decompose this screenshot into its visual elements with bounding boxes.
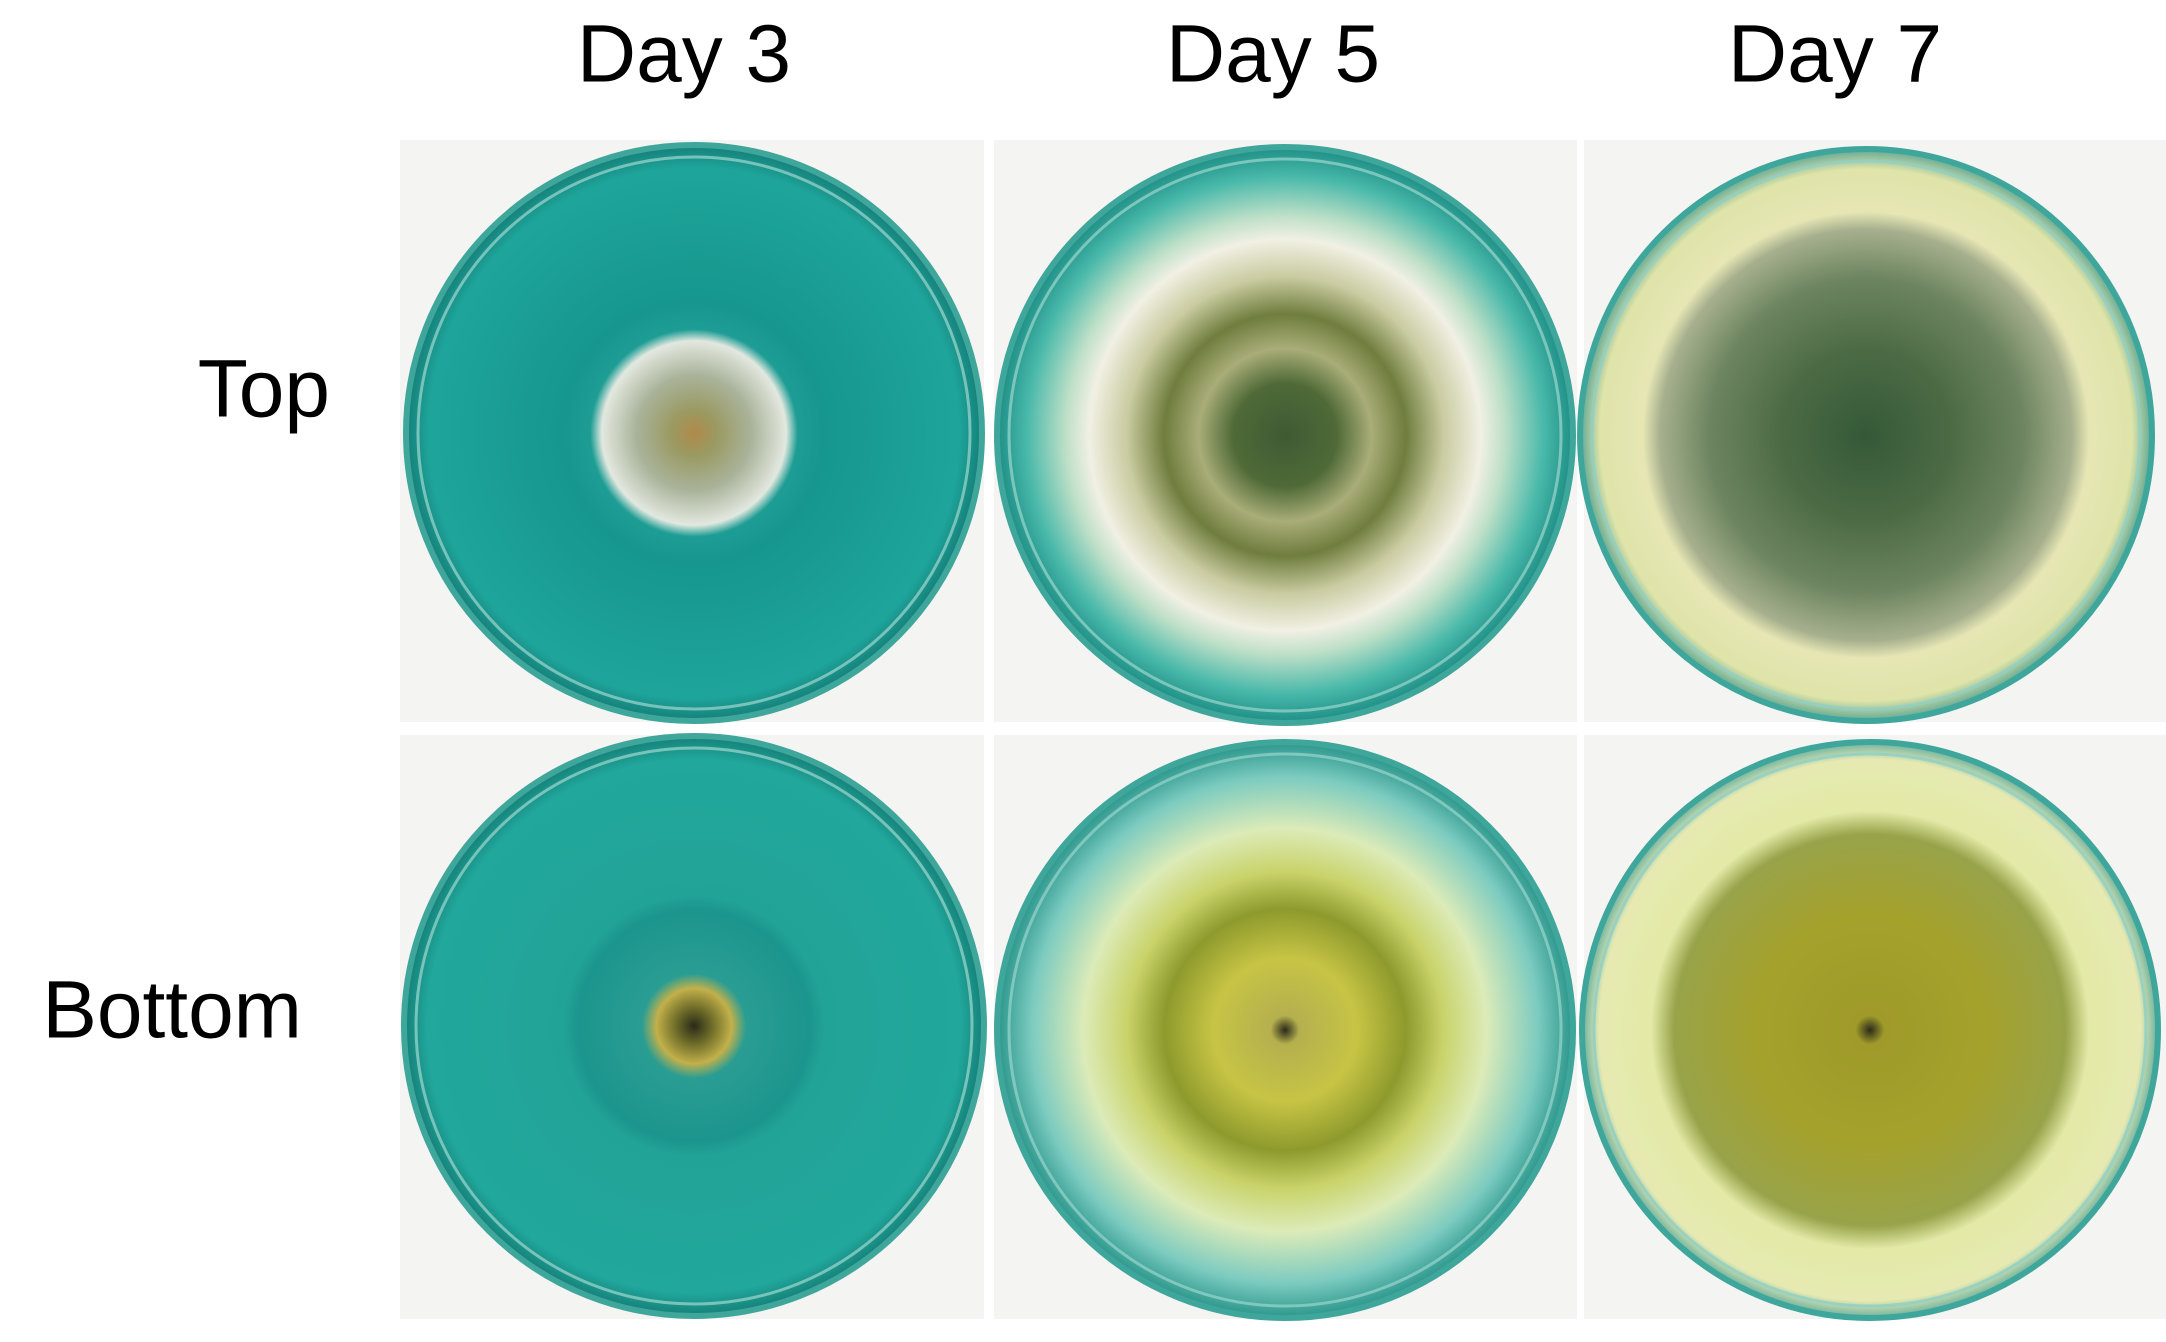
- dish: [994, 739, 1576, 1321]
- column-header: Day 7: [1728, 9, 1942, 100]
- rim: [416, 155, 972, 711]
- dish: [994, 144, 1576, 726]
- dish: [401, 733, 987, 1319]
- rim: [414, 746, 974, 1306]
- column-header: Day 5: [1166, 9, 1380, 100]
- column-header: Day 3: [577, 9, 791, 100]
- rim: [1007, 752, 1563, 1308]
- petri-dishes: [401, 142, 2161, 1321]
- dish: [403, 142, 985, 724]
- rim: [1007, 157, 1563, 713]
- dish-rims: [414, 155, 2148, 1308]
- dish: [1579, 739, 2161, 1321]
- rim: [1592, 752, 2148, 1308]
- rim: [1590, 159, 2142, 711]
- row-label: Top: [198, 344, 330, 435]
- row-label: Bottom: [42, 965, 302, 1056]
- dish: [1577, 146, 2155, 724]
